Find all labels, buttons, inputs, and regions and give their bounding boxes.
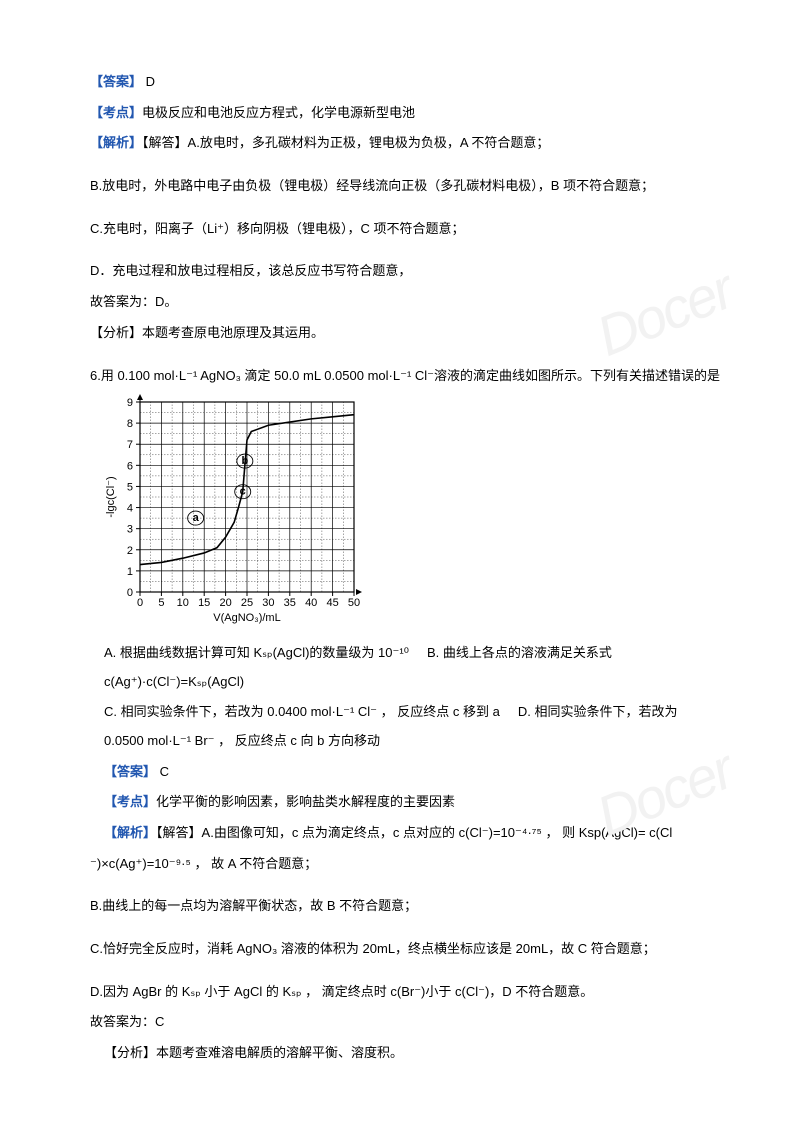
answer-label: 【答案】 [90, 74, 142, 89]
q6-optD: D. 相同实验条件下，若改为 [518, 704, 678, 719]
svg-text:b: b [241, 455, 248, 467]
svg-text:10: 10 [177, 597, 189, 609]
q5-kaodian-line: 【考点】电极反应和电池反应方程式，化学电源新型电池 [90, 101, 724, 126]
svg-text:3: 3 [127, 524, 133, 536]
fenxi-value: 本题考查难溶电解质的溶解平衡、溶度积。 [156, 1045, 403, 1060]
answer-value: C [156, 764, 169, 779]
kaodian-value: 化学平衡的影响因素，影响盐类水解程度的主要因素 [156, 794, 455, 809]
q6-optRel: c(Ag⁺)·c(Cl⁻)=Kₛₚ(AgCl) [90, 670, 724, 695]
q6-optB: B. 曲线上各点的溶液满足关系式 [427, 645, 612, 660]
svg-text:9: 9 [127, 397, 133, 409]
fenxi-label: 【分析】 [104, 1045, 156, 1060]
svg-text:4: 4 [127, 503, 133, 515]
svg-text:40: 40 [305, 597, 317, 609]
fenxi-value: 本题考查原电池原理及其运用。 [142, 325, 324, 340]
q6-jxB: B.曲线上的每一点均为溶解平衡状态，故 B 不符合题意； [90, 894, 724, 919]
q6-jxA2: ⁻)×c(Ag⁺)=10⁻⁹·⁵ ， 故 A 不符合题意； [90, 852, 724, 877]
svg-text:a: a [193, 512, 200, 524]
svg-text:V(AgNO₃)/mL: V(AgNO₃)/mL [213, 612, 280, 624]
svg-text:8: 8 [127, 418, 133, 430]
q5-so: 故答案为：D。 [90, 290, 724, 315]
q5-jiexi-a: 【解析】【解答】A.放电时，多孔碳材料为正极，锂电极为负极，A 不符合题意； [90, 131, 724, 156]
svg-text:0: 0 [137, 597, 143, 609]
jieda-label: 【解答】 [142, 135, 188, 150]
svg-text:c: c [240, 486, 246, 498]
svg-text:20: 20 [219, 597, 231, 609]
svg-text:15: 15 [198, 597, 210, 609]
jieda-label: 【解答】 [156, 825, 202, 840]
kaodian-label: 【考点】 [104, 794, 156, 809]
q6-optD2: 0.0500 mol·L⁻¹ Br⁻ ， 反应终点 c 向 b 方向移动 [90, 729, 724, 754]
svg-text:-lgc(Cl⁻): -lgc(Cl⁻) [105, 477, 117, 518]
q5-c: C.充电时，阳离子（Li⁺）移向阴极（锂电极），C 项不符合题意； [90, 217, 724, 242]
answer-label: 【答案】 [104, 764, 156, 779]
svg-text:1: 1 [127, 566, 133, 578]
q6-so: 故答案为：C [90, 1010, 724, 1035]
q6-fenxi: 【分析】本题考查难溶电解质的溶解平衡、溶度积。 [90, 1041, 724, 1066]
q6-answer-line: 【答案】 C [90, 760, 724, 785]
fenxi-label: 【分析】 [90, 325, 142, 340]
svg-text:6: 6 [127, 461, 133, 473]
svg-text:0: 0 [127, 587, 133, 599]
jiexi-label: 【解析】 [104, 825, 156, 840]
svg-text:5: 5 [158, 597, 164, 609]
q6-optC: C. 相同实验条件下，若改为 0.0400 mol·L⁻¹ Cl⁻ ， 反应终点… [104, 704, 500, 719]
svg-text:30: 30 [262, 597, 274, 609]
svg-text:2: 2 [127, 545, 133, 557]
answer-value: D [142, 74, 155, 89]
svg-text:45: 45 [326, 597, 338, 609]
svg-text:5: 5 [127, 482, 133, 494]
q6-jxD: D.因为 AgBr 的 Kₛₚ 小于 AgCl 的 Kₛₚ ， 滴定终点时 c(… [90, 980, 724, 1005]
svg-text:50: 50 [348, 597, 360, 609]
titration-chart: 051015202530354045500123456789V(AgNO₃)/m… [102, 394, 724, 633]
q6-optA: A. 根据曲线数据计算可知 Kₛₚ(AgCl)的数量级为 10⁻¹⁰ [104, 645, 409, 660]
q6-jxA1-text: A.由图像可知，c 点为滴定终点，c 点对应的 c(Cl⁻)=10⁻⁴·⁷⁵ ，… [202, 825, 673, 840]
q5-a-text: A.放电时，多孔碳材料为正极，锂电极为负极，A 不符合题意； [188, 135, 550, 150]
q6-kaodian-line: 【考点】化学平衡的影响因素，影响盐类水解程度的主要因素 [90, 790, 724, 815]
q5-answer-line: 【答案】 D [90, 70, 724, 95]
q6-jxC: C.恰好完全反应时，消耗 AgNO₃ 溶液的体积为 20mL，终点横坐标应该是 … [90, 937, 724, 962]
q5-b: B.放电时，外电路中电子由负极（锂电极）经导线流向正极（多孔碳材料电极），B 项… [90, 174, 724, 199]
kaodian-value: 电极反应和电池反应方程式，化学电源新型电池 [142, 105, 415, 120]
q6-options-row1: A. 根据曲线数据计算可知 Kₛₚ(AgCl)的数量级为 10⁻¹⁰ B. 曲线… [90, 641, 724, 666]
jiexi-label: 【解析】 [90, 135, 142, 150]
q6-intro: 6.用 0.100 mol·L⁻¹ AgNO₃ 滴定 50.0 mL 0.050… [90, 364, 724, 389]
q6-jxA1: 【解析】【解答】A.由图像可知，c 点为滴定终点，c 点对应的 c(Cl⁻)=1… [90, 821, 724, 846]
svg-text:7: 7 [127, 439, 133, 451]
q5-fenxi: 【分析】本题考查原电池原理及其运用。 [90, 321, 724, 346]
q5-d: D．充电过程和放电过程相反，该总反应书写符合题意， [90, 259, 724, 284]
svg-text:25: 25 [241, 597, 253, 609]
kaodian-label: 【考点】 [90, 105, 142, 120]
svg-text:35: 35 [284, 597, 296, 609]
q6-options-row2: C. 相同实验条件下，若改为 0.0400 mol·L⁻¹ Cl⁻ ， 反应终点… [90, 700, 724, 725]
